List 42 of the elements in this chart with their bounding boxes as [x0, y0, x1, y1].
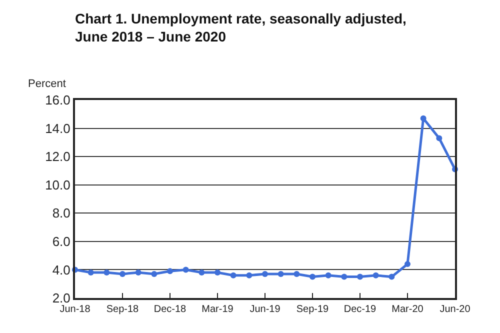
point — [230, 272, 236, 278]
point — [341, 274, 348, 280]
point — [198, 270, 205, 276]
point — [214, 270, 220, 276]
point — [167, 268, 173, 274]
chart-title: Chart 1. Unemployment rate, seasonally adjusted, June 2018 – June 2020 — [75, 10, 406, 45]
point — [325, 272, 332, 278]
point — [420, 115, 426, 122]
x-tick-label: Jun-18 — [60, 304, 91, 315]
y-tick-label: 12.0 — [45, 149, 70, 164]
point — [182, 266, 189, 273]
point — [388, 274, 395, 280]
x-tick-label: Dec-18 — [154, 304, 187, 315]
x-tick-label: Mar-20 — [392, 304, 424, 315]
point — [135, 270, 142, 276]
point — [278, 270, 284, 277]
y-axis-title: Percent — [28, 78, 66, 90]
point — [357, 274, 363, 280]
y-tick-label: 6.0 — [52, 234, 70, 249]
y-tick-label: 14.0 — [45, 120, 70, 136]
point — [372, 272, 379, 278]
x-tick-label: Sep-19 — [296, 304, 330, 315]
point — [104, 270, 110, 276]
x-tick-label: Jun-20 — [440, 304, 471, 315]
point — [246, 272, 252, 278]
point — [120, 270, 126, 277]
y-tick-label: 8.0 — [52, 206, 70, 221]
point — [262, 270, 268, 277]
point — [310, 274, 316, 280]
x-tick-label: Sep-18 — [106, 304, 140, 315]
point — [436, 135, 442, 142]
y-tick-label: 2.0 — [52, 290, 70, 306]
point — [404, 261, 410, 268]
x-tick-label: Dec-19 — [344, 304, 377, 315]
y-tick-label: 16.0 — [45, 92, 70, 108]
y-tick-label: 10.0 — [45, 177, 70, 192]
x-tick-label: Mar-19 — [202, 304, 234, 315]
point — [88, 270, 94, 276]
point — [294, 270, 300, 277]
y-tick-label: 4.0 — [52, 262, 70, 278]
x-tick-label: Jun-19 — [250, 304, 281, 315]
point — [151, 270, 158, 277]
